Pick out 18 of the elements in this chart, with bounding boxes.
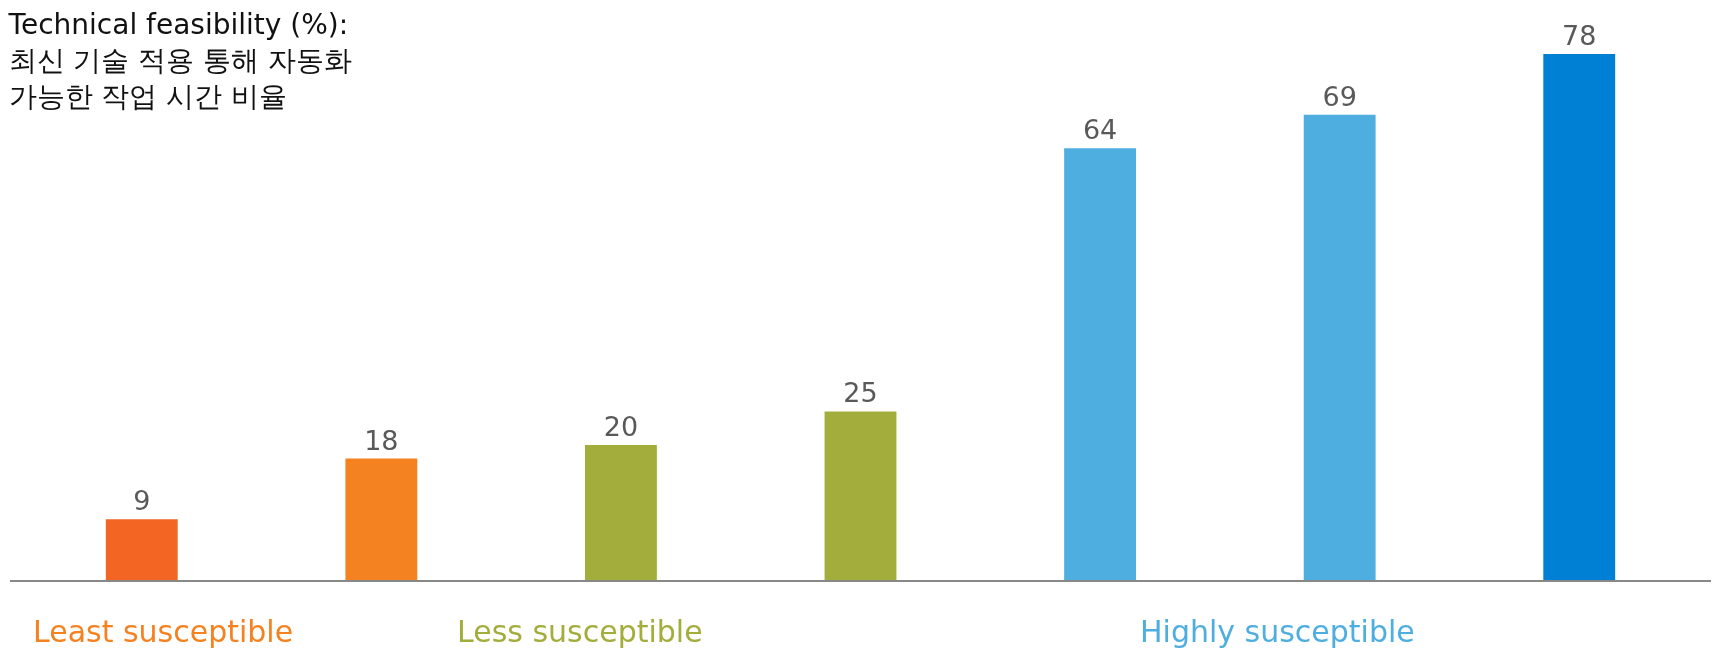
data-label: 20 xyxy=(603,411,639,443)
text: Technical feasibility (%): 최신 기술 적용 통해 자동화 가능한 작업 시간 비율 xyxy=(7,7,353,114)
data-label: 64 xyxy=(1082,114,1118,146)
bar xyxy=(1064,148,1137,580)
data-label: 69 xyxy=(1322,80,1357,112)
data-label: 25 xyxy=(843,377,878,409)
bar xyxy=(824,411,897,580)
data-label: 9 xyxy=(133,485,151,517)
data-label: 18 xyxy=(364,424,399,456)
bar xyxy=(345,458,418,580)
bar xyxy=(105,519,178,580)
text: Less susceptible xyxy=(457,614,703,649)
bar xyxy=(1543,53,1616,580)
data-label: 78 xyxy=(1562,19,1597,51)
text: Highly susceptible xyxy=(1140,614,1415,649)
text: Least susceptible xyxy=(33,614,294,649)
bar xyxy=(1303,114,1376,580)
bar xyxy=(584,445,657,580)
